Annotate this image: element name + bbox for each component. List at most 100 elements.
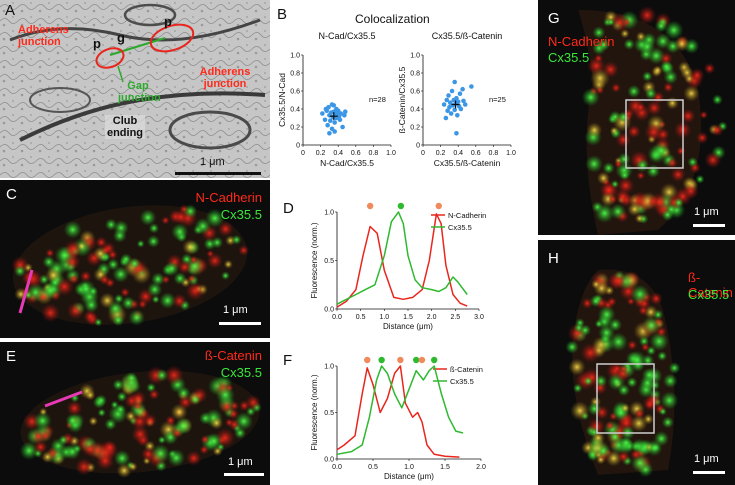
- fluorescence-blob: [687, 156, 698, 168]
- x-tick-label: 0.5: [368, 464, 378, 471]
- scale-bar-e: [224, 473, 264, 476]
- fluorescence-blob: [594, 53, 604, 63]
- x-axis-label: Distance (μm): [383, 322, 433, 331]
- peak-marker: [435, 202, 442, 210]
- fluorescence-blob: [116, 391, 128, 402]
- fluorescence-blob: [45, 248, 55, 258]
- fluorescence-blob: [167, 448, 186, 467]
- x-tick-label: 0.6: [471, 150, 481, 157]
- fluorescence-blob: [680, 108, 696, 124]
- y-axis-label: Fluorescence (norm.): [310, 374, 319, 450]
- data-point: [458, 106, 464, 112]
- scatter-plot-2: 0 0.2 0.4 0.6 0.8 1.0 0 0.2 0.4 0.6 0.8 1.0 Cx35.5/ß…: [397, 31, 516, 168]
- cx-label-c: Cx35.5: [220, 207, 262, 222]
- fluorescence-blob: [33, 440, 48, 455]
- fluorescence-blob: [120, 287, 130, 298]
- fluorescence-blob: [116, 463, 132, 479]
- fluorescence-blob: [199, 444, 210, 455]
- fluorescence-blob: [658, 407, 668, 416]
- colocalization-title: Colocalization: [355, 12, 430, 26]
- scale-label-c: 1 μm: [223, 304, 248, 316]
- x-tick-label: 1.5: [403, 314, 413, 321]
- fluorescence-blob: [585, 155, 603, 173]
- fluorescence-blob: [579, 324, 592, 337]
- scatter-title: N-Cad/Cx35.5: [318, 31, 375, 41]
- scale-label-e: 1 μm: [228, 456, 253, 468]
- fluorescence-blob: [84, 389, 96, 401]
- fluorescence-blob: [137, 299, 148, 309]
- panel-f: F 0.0 0.5 1.0 1.5 2.0 0.0 0.5 1.0 Distance (μm) F…: [275, 342, 525, 485]
- fluorescence-blob: [112, 313, 125, 327]
- fluorescence-blob: [683, 85, 700, 102]
- peak-marker: [378, 356, 385, 364]
- fluorescence-blob: [231, 234, 242, 245]
- fluorescence-blob: [151, 295, 160, 304]
- fluorescence-blob: [661, 416, 674, 429]
- fluorescence-blob: [112, 228, 127, 243]
- fluorescence-blob: [673, 197, 684, 208]
- data-point: [332, 129, 337, 134]
- fluorescence-blob: [674, 36, 690, 52]
- fluorescence-blob: [41, 303, 61, 323]
- panel-g-letter: G: [548, 10, 560, 27]
- scatter-plot-1: 0 0.2 0.4 0.6 0.8 1.0 0 0.2 0.4 0.6 0.8 1.0 N-Cad/Cx…: [277, 31, 396, 168]
- fluorescence-blob: [128, 309, 146, 326]
- fluorescence-blob: [93, 246, 108, 261]
- data-point: [444, 97, 450, 103]
- fluorescence-blob: [639, 38, 656, 55]
- fluorescence-blob: [171, 223, 189, 241]
- peak-marker: [397, 202, 405, 210]
- data-point: [460, 86, 465, 92]
- fluorescence-blob: [75, 457, 93, 476]
- ncad-label-c: N-Cadherin: [195, 190, 262, 205]
- fluorescence-blob: [595, 443, 612, 459]
- fluorescence-blob: [206, 252, 224, 269]
- fluorescence-blob: [660, 391, 679, 410]
- data-point: [332, 120, 337, 125]
- fluorescence-blob: [676, 146, 686, 156]
- fluorescence-blob: [652, 141, 670, 160]
- fluorescence-blob: [626, 124, 641, 139]
- fluorescence-blob: [64, 443, 81, 460]
- y-tick-label: 0.4: [410, 107, 420, 114]
- cx-label-e: Cx35.5: [220, 365, 262, 380]
- scale-label-g: 1 μm: [694, 206, 719, 218]
- fluorescence-blob: [187, 274, 197, 284]
- series-line-2: [336, 365, 464, 456]
- fluorescence-blob: [590, 68, 611, 89]
- fluorescence-blob: [223, 259, 234, 270]
- y-tick-label: 0.8: [410, 71, 420, 78]
- fluorescence-blob: [615, 131, 632, 148]
- x-tick-label: 2.0: [427, 314, 437, 321]
- fluorescence-blob: [682, 182, 699, 200]
- fluorescence-blob: [587, 401, 602, 416]
- fluorescence-blob: [570, 401, 590, 421]
- series-line-2: [336, 211, 468, 305]
- fluorescence-blob: [583, 376, 593, 386]
- fluorescence-blob: [151, 272, 165, 287]
- fluorescence-blob: [661, 208, 674, 222]
- legend-label: ß-Catenin: [450, 365, 483, 374]
- y-tick-label: 0: [296, 143, 300, 150]
- fluorescence-blob: [592, 26, 606, 40]
- fluorescence-blob: [642, 316, 661, 335]
- adherens-label-left: Adherens junction: [18, 24, 69, 48]
- y-tick-label: 0.2: [290, 125, 300, 132]
- x-tick-label: 2.0: [476, 464, 486, 471]
- fluorescence-blob: [215, 385, 235, 405]
- fluorescence-blob: [627, 84, 641, 99]
- x-axis-label: Cx35.5/ß-Catenin: [434, 158, 501, 168]
- fluorescence-blob: [668, 362, 681, 374]
- series-line-1: [336, 365, 460, 458]
- data-point: [342, 113, 347, 118]
- fluorescence-blob: [615, 188, 631, 205]
- fluorescence-blob: [664, 20, 684, 40]
- data-point: [454, 95, 459, 101]
- fluorescence-blob: [620, 436, 633, 449]
- fluorescence-blob: [63, 253, 81, 271]
- em-micrograph: [0, 0, 270, 178]
- fluorescence-blob: [99, 292, 116, 309]
- fluorescence-blob: [654, 19, 668, 33]
- fluorescence-blob: [646, 100, 663, 116]
